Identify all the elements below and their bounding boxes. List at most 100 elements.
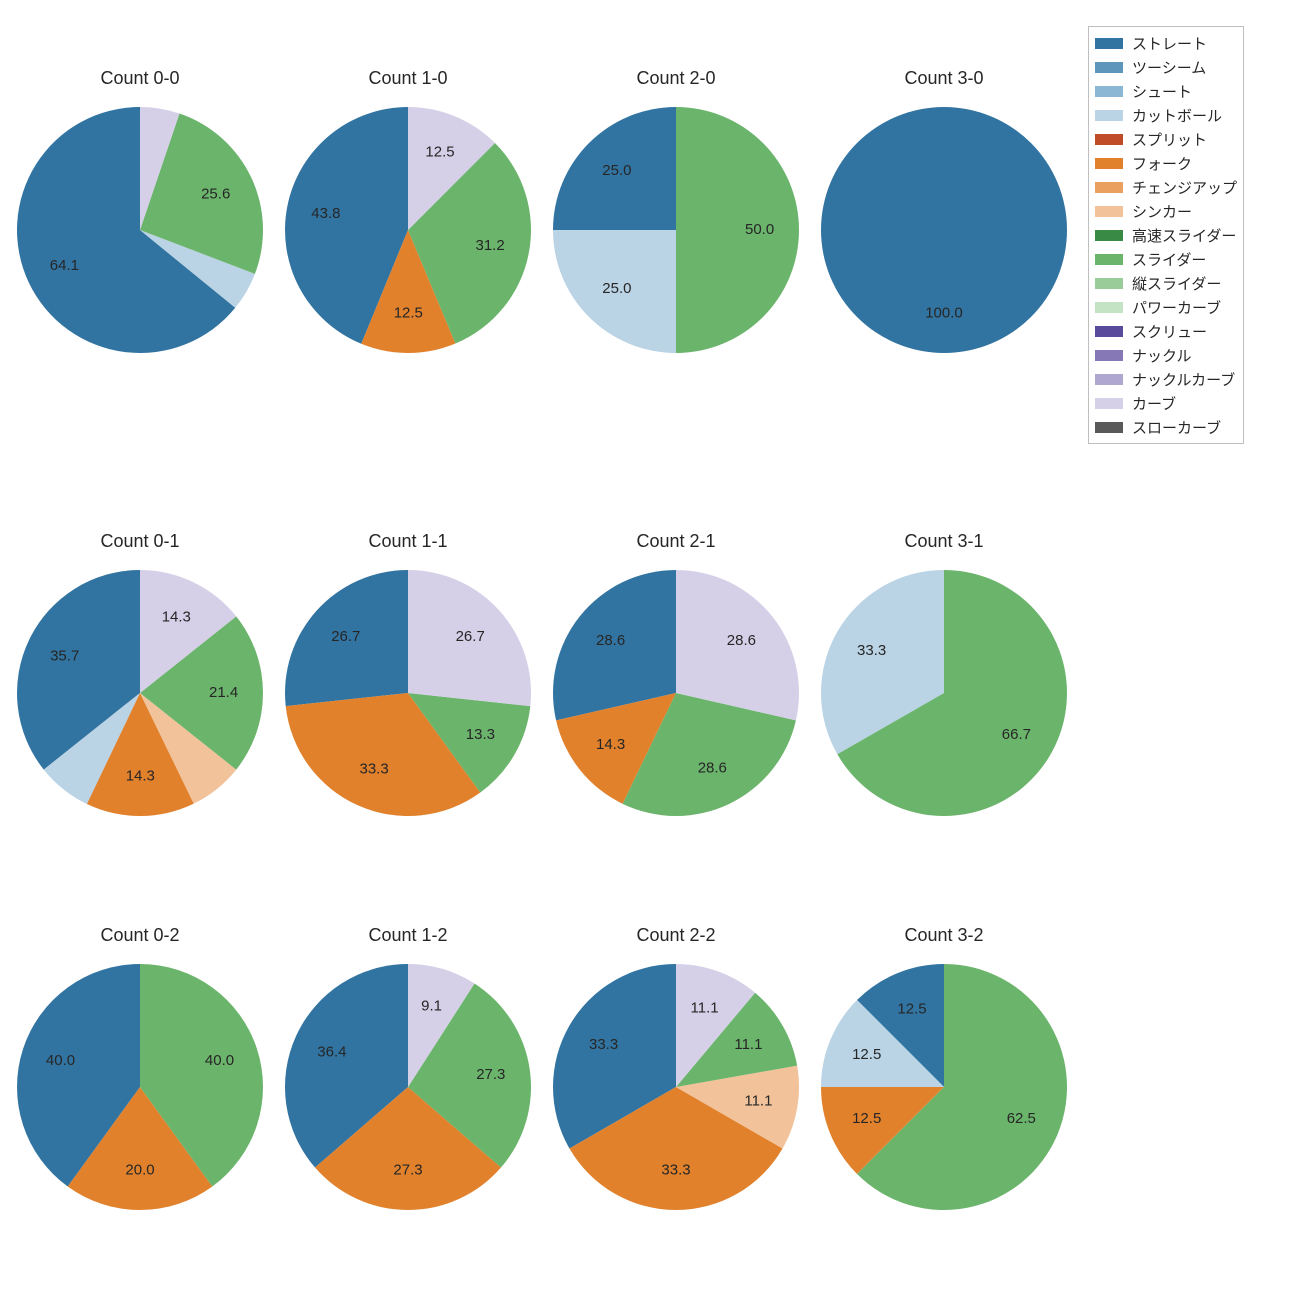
- pie-slice-label: 50.0: [745, 221, 774, 238]
- pie-slice-label: 12.5: [425, 144, 454, 161]
- pie-slice-label: 25.6: [201, 185, 230, 202]
- legend-item: パワーカーブ: [1095, 295, 1237, 319]
- pie-slice: [676, 107, 799, 353]
- pie-slice-label: 28.6: [698, 759, 727, 776]
- legend-swatch: [1095, 182, 1123, 193]
- legend-item: スプリット: [1095, 127, 1237, 151]
- legend-item: スクリュー: [1095, 319, 1237, 343]
- chart-title: Count 1-0: [278, 68, 538, 89]
- legend-item: ナックルカーブ: [1095, 367, 1237, 391]
- pie-chart: 33.3 66.7: [814, 563, 1074, 823]
- chart-title: Count 3-1: [814, 531, 1074, 552]
- pie-slice-label: 12.5: [852, 1046, 881, 1063]
- pie-chart: 35.714.321.414.3: [10, 563, 270, 823]
- pie-slice-label: 25.0: [602, 280, 631, 297]
- chart-title: Count 2-1: [546, 531, 806, 552]
- pie-chart: 33.333.311.111.111.1: [546, 957, 806, 1217]
- legend-swatch: [1095, 230, 1123, 241]
- legend-label: チェンジアップ: [1132, 177, 1237, 198]
- pie-slice-label: 28.6: [727, 632, 756, 649]
- legend-item: カットボール: [1095, 103, 1237, 127]
- pie-slice-label: 27.3: [476, 1066, 505, 1083]
- legend-swatch: [1095, 86, 1123, 97]
- pie-slice-label: 66.7: [1002, 726, 1031, 743]
- pie-slice-label: 100.0: [925, 305, 963, 322]
- pie-slice-label: 36.4: [317, 1043, 346, 1060]
- chart-title: Count 0-1: [10, 531, 270, 552]
- pie-slice-label: 14.3: [596, 736, 625, 753]
- chart-title: Count 3-0: [814, 68, 1074, 89]
- pie-slice-label: 40.0: [205, 1052, 234, 1069]
- legend-label: パワーカーブ: [1132, 297, 1221, 318]
- chart-title: Count 2-0: [546, 68, 806, 89]
- legend-swatch: [1095, 134, 1123, 145]
- pie-slice-label: 11.1: [734, 1036, 762, 1053]
- legend-item: ストレート: [1095, 31, 1237, 55]
- chart-title: Count 0-0: [10, 68, 270, 89]
- legend-item: フォーク: [1095, 151, 1237, 175]
- chart-title: Count 2-2: [546, 925, 806, 946]
- pie-slice-label: 12.5: [897, 1001, 926, 1018]
- legend-item: スローカーブ: [1095, 415, 1237, 439]
- legend-label: ナックル: [1132, 345, 1192, 366]
- legend-swatch: [1095, 110, 1123, 121]
- legend-item: ナックル: [1095, 343, 1237, 367]
- legend-swatch: [1095, 278, 1123, 289]
- legend-label: スプリット: [1132, 129, 1207, 150]
- legend-item: カーブ: [1095, 391, 1237, 415]
- pie-chart: 36.4 27.3 27.3 9.1: [278, 957, 538, 1217]
- pie-chart: 28.614.328.628.6: [546, 563, 806, 823]
- legend-label: 高速スライダー: [1132, 225, 1236, 246]
- pie-slice-label: 12.5: [394, 305, 423, 322]
- pie-slice-label: 11.1: [744, 1092, 772, 1109]
- pie-slice-label: 31.2: [475, 237, 504, 254]
- legend-label: カーブ: [1132, 393, 1176, 414]
- chart-title: Count 1-1: [278, 531, 538, 552]
- pie-slice-label: 35.7: [50, 648, 79, 665]
- chart-title: Count 0-2: [10, 925, 270, 946]
- pie-chart: 25.0 25.0 50.0: [546, 100, 806, 360]
- pie-slice-label: 9.1: [421, 998, 442, 1015]
- legend: ストレートツーシームシュートカットボールスプリットフォークチェンジアップシンカー…: [1088, 26, 1244, 444]
- chart-title: Count 1-2: [278, 925, 538, 946]
- legend-swatch: [1095, 374, 1123, 385]
- pie-chart: 12.512.512.562.5: [814, 957, 1074, 1217]
- legend-label: スクリュー: [1132, 321, 1207, 342]
- legend-label: ナックルカーブ: [1132, 369, 1235, 390]
- legend-item: チェンジアップ: [1095, 175, 1237, 199]
- pie-slice-label: 12.5: [852, 1110, 881, 1127]
- pie-slice-label: 26.7: [331, 628, 360, 645]
- legend-item: シュート: [1095, 79, 1237, 103]
- pie-chart: 100.0: [814, 100, 1074, 360]
- legend-label: スローカーブ: [1132, 417, 1221, 438]
- pie-slice-label: 33.3: [857, 642, 886, 659]
- legend-item: スライダー: [1095, 247, 1237, 271]
- pie-slice-label: 33.3: [589, 1036, 618, 1053]
- legend-swatch: [1095, 326, 1123, 337]
- pie-slice-label: 25.0: [602, 162, 631, 179]
- legend-item: シンカー: [1095, 199, 1237, 223]
- pie-chart: 43.8 12.5 31.2 12.5: [278, 100, 538, 360]
- pie-slice-label: 27.3: [393, 1162, 422, 1179]
- pie-slice-label: 14.3: [162, 609, 191, 626]
- pie-slice-label: 33.3: [359, 760, 388, 777]
- legend-label: シュート: [1132, 81, 1192, 102]
- pie-slice-label: 20.0: [125, 1162, 154, 1179]
- legend-swatch: [1095, 398, 1123, 409]
- pie-slice-label: 11.1: [691, 999, 719, 1016]
- legend-label: カットボール: [1132, 105, 1222, 126]
- pie-chart: 64.125.6: [10, 100, 270, 360]
- pie-chart: 26.733.313.326.7: [278, 563, 538, 823]
- legend-item: ツーシーム: [1095, 55, 1237, 79]
- pie-slice-label: 14.3: [126, 768, 155, 785]
- pie-slice-label: 13.3: [466, 726, 495, 743]
- legend-swatch: [1095, 62, 1123, 73]
- pie-chart: 40.020.040.0: [10, 957, 270, 1217]
- legend-swatch: [1095, 422, 1123, 433]
- legend-item: 縦スライダー: [1095, 271, 1237, 295]
- pie-slice-label: 43.8: [311, 205, 340, 222]
- legend-label: ツーシーム: [1132, 57, 1206, 78]
- legend-swatch: [1095, 38, 1123, 49]
- legend-swatch: [1095, 206, 1123, 217]
- legend-label: 縦スライダー: [1132, 273, 1221, 294]
